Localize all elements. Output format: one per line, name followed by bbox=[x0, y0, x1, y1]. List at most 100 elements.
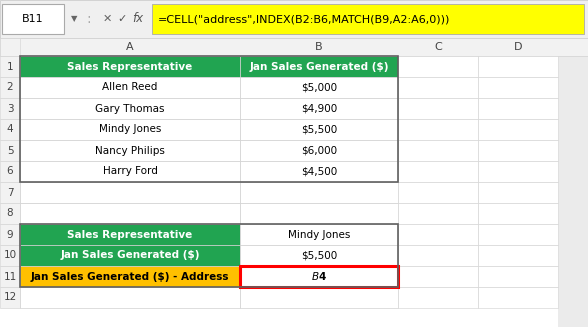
Bar bbox=[240, 203, 398, 224]
Text: Nancy Philips: Nancy Philips bbox=[95, 146, 165, 156]
Text: $5,500: $5,500 bbox=[301, 125, 337, 134]
Bar bbox=[20, 266, 240, 287]
Bar bbox=[0, 245, 20, 266]
Text: =CELL("address",INDEX(B2:B6,MATCH(B9,A2:A6,0))): =CELL("address",INDEX(B2:B6,MATCH(B9,A2:… bbox=[158, 14, 450, 24]
Text: Harry Ford: Harry Ford bbox=[102, 166, 158, 177]
Bar bbox=[0, 77, 20, 98]
Text: fx: fx bbox=[132, 12, 143, 26]
Bar bbox=[478, 224, 558, 245]
Text: 8: 8 bbox=[6, 209, 14, 218]
Bar bbox=[478, 182, 558, 203]
Bar bbox=[478, 203, 558, 224]
Text: Mindy Jones: Mindy Jones bbox=[288, 230, 350, 239]
Text: 11: 11 bbox=[4, 271, 16, 282]
Text: 6: 6 bbox=[6, 166, 14, 177]
Bar bbox=[240, 245, 398, 266]
Bar bbox=[478, 161, 558, 182]
Text: 9: 9 bbox=[6, 230, 14, 239]
Bar bbox=[478, 287, 558, 308]
Text: Jan Sales Generated ($) - Address: Jan Sales Generated ($) - Address bbox=[31, 271, 229, 282]
Text: 2: 2 bbox=[6, 82, 14, 93]
Bar bbox=[0, 56, 20, 77]
Bar bbox=[240, 77, 398, 98]
Text: Jan Sales Generated ($): Jan Sales Generated ($) bbox=[249, 61, 389, 72]
Bar bbox=[240, 182, 398, 203]
Text: C: C bbox=[434, 42, 442, 52]
Bar bbox=[20, 140, 240, 161]
Text: $5,000: $5,000 bbox=[301, 82, 337, 93]
Text: 1: 1 bbox=[6, 61, 14, 72]
Text: $B$4: $B$4 bbox=[311, 270, 327, 283]
Bar bbox=[20, 119, 240, 140]
Bar bbox=[20, 56, 240, 77]
Bar bbox=[398, 77, 478, 98]
Bar bbox=[20, 56, 398, 182]
Text: Allen Reed: Allen Reed bbox=[102, 82, 158, 93]
Text: Gary Thomas: Gary Thomas bbox=[95, 104, 165, 113]
Bar bbox=[0, 224, 20, 245]
Bar bbox=[398, 140, 478, 161]
Text: 7: 7 bbox=[6, 187, 14, 198]
Text: ✓: ✓ bbox=[118, 14, 126, 24]
Bar bbox=[0, 38, 20, 56]
Bar bbox=[398, 119, 478, 140]
Bar bbox=[398, 287, 478, 308]
Bar bbox=[240, 119, 398, 140]
Bar bbox=[478, 98, 558, 119]
Bar bbox=[20, 224, 240, 245]
Text: :: : bbox=[86, 12, 91, 26]
Bar bbox=[20, 182, 240, 203]
Text: 10: 10 bbox=[4, 250, 16, 261]
Bar bbox=[398, 245, 478, 266]
Bar bbox=[20, 287, 240, 308]
Text: B11: B11 bbox=[22, 14, 44, 24]
Bar bbox=[240, 287, 398, 308]
Bar bbox=[0, 161, 20, 182]
Bar bbox=[0, 38, 588, 327]
Bar bbox=[478, 266, 558, 287]
Text: 4: 4 bbox=[6, 125, 14, 134]
Bar bbox=[0, 287, 20, 308]
Bar bbox=[20, 203, 240, 224]
Bar bbox=[240, 224, 398, 245]
Bar bbox=[478, 56, 558, 77]
Bar bbox=[0, 38, 588, 56]
Bar bbox=[0, 0, 588, 38]
Bar bbox=[20, 161, 240, 182]
Text: 3: 3 bbox=[6, 104, 14, 113]
Text: $4,500: $4,500 bbox=[301, 166, 337, 177]
Bar bbox=[478, 245, 558, 266]
Bar bbox=[20, 77, 240, 98]
Bar bbox=[152, 4, 584, 34]
Bar bbox=[398, 266, 478, 287]
Bar bbox=[240, 266, 398, 287]
Bar bbox=[0, 182, 20, 203]
Bar bbox=[0, 203, 20, 224]
Bar bbox=[398, 224, 478, 245]
Bar bbox=[398, 182, 478, 203]
Bar bbox=[0, 140, 20, 161]
Bar bbox=[478, 77, 558, 98]
Bar bbox=[398, 161, 478, 182]
Bar bbox=[558, 38, 588, 327]
Text: 5: 5 bbox=[6, 146, 14, 156]
Text: ✕: ✕ bbox=[102, 14, 112, 24]
Text: $5,500: $5,500 bbox=[301, 250, 337, 261]
Text: Jan Sales Generated ($): Jan Sales Generated ($) bbox=[60, 250, 200, 261]
Text: B: B bbox=[315, 42, 323, 52]
Bar bbox=[2, 4, 64, 34]
Bar bbox=[20, 224, 398, 287]
Bar bbox=[240, 140, 398, 161]
Bar bbox=[0, 98, 20, 119]
Text: 12: 12 bbox=[4, 292, 16, 302]
Text: A: A bbox=[126, 42, 134, 52]
Text: Sales Representative: Sales Representative bbox=[68, 230, 193, 239]
Bar bbox=[478, 119, 558, 140]
Bar bbox=[398, 56, 478, 77]
Bar bbox=[20, 98, 240, 119]
Bar bbox=[240, 161, 398, 182]
Text: $4,900: $4,900 bbox=[301, 104, 337, 113]
Bar bbox=[0, 119, 20, 140]
Text: Mindy Jones: Mindy Jones bbox=[99, 125, 161, 134]
Text: D: D bbox=[514, 42, 522, 52]
